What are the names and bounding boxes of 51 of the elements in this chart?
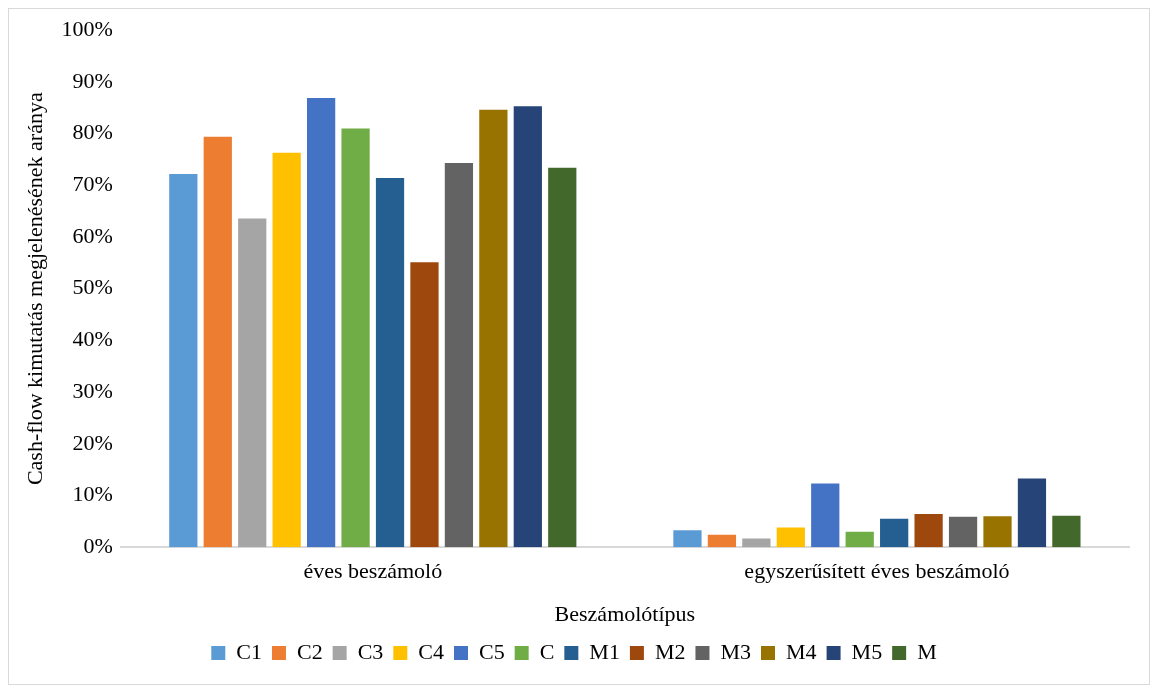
y-tick-label: 100%	[61, 15, 113, 41]
legend-label: M5	[851, 638, 883, 664]
legend-label: M2	[654, 638, 686, 664]
legend-label: M4	[786, 638, 817, 664]
legend-label: M3	[720, 638, 752, 664]
bar	[479, 109, 508, 548]
bar	[375, 178, 405, 548]
legend-label: C4	[418, 638, 444, 664]
y-axis-title: Cash-flow kimutatás megjelenésének aránya	[21, 92, 47, 486]
y-tick-label: 70%	[72, 171, 113, 197]
bar	[845, 531, 874, 548]
bar	[1052, 515, 1081, 548]
legend-label: C5	[478, 638, 505, 664]
bar	[169, 173, 198, 548]
x-tick-label: éves beszámoló	[303, 558, 443, 584]
bar	[776, 527, 805, 548]
bar	[513, 106, 542, 548]
bar	[983, 516, 1012, 548]
bar	[341, 128, 370, 548]
y-tick-label: 20%	[72, 429, 113, 455]
bar	[707, 534, 737, 548]
bar	[880, 518, 909, 548]
bar	[1017, 478, 1047, 548]
y-tick-label: 10%	[72, 481, 113, 507]
legend-label: C	[539, 638, 555, 664]
y-tick-label: 0%	[83, 532, 113, 558]
legend-label: C1	[236, 638, 262, 664]
x-tick-label: egyszerűsített éves beszámoló	[744, 558, 1010, 584]
bar	[811, 483, 840, 548]
bar	[238, 218, 267, 548]
legend-label: M	[917, 638, 937, 664]
y-tick-label: 80%	[72, 119, 113, 145]
bar	[272, 152, 301, 548]
legend-label: M1	[589, 638, 620, 664]
y-tick-label: 60%	[72, 222, 113, 248]
bar	[410, 262, 439, 548]
x-axis-title: Beszámolótípus	[554, 600, 696, 626]
y-tick-label: 90%	[72, 67, 113, 93]
bar	[307, 97, 336, 548]
bar	[444, 163, 474, 548]
y-tick-label: 50%	[72, 274, 113, 300]
bar	[914, 514, 943, 548]
bar	[673, 530, 702, 548]
bar	[742, 538, 771, 548]
bar	[948, 516, 978, 548]
y-tick-label: 40%	[72, 326, 113, 352]
legend-label: C3	[357, 638, 384, 664]
bar	[548, 167, 577, 548]
y-tick-label: 30%	[72, 377, 113, 403]
bar	[203, 136, 232, 548]
legend-label: C2	[296, 638, 323, 664]
